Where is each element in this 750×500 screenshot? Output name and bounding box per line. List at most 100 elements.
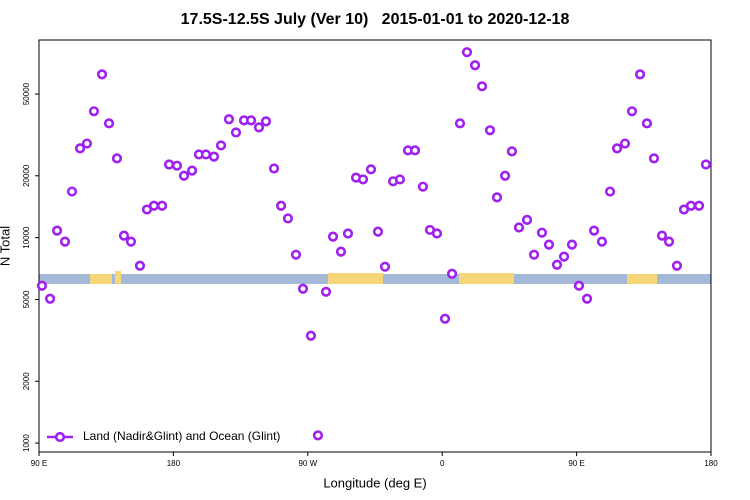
point [431, 228, 443, 239]
point [134, 260, 146, 271]
point [275, 200, 287, 211]
point [611, 143, 623, 154]
x-tick-label: 180 [167, 459, 181, 468]
point [253, 122, 265, 133]
point [215, 140, 227, 151]
point [685, 200, 697, 211]
point [521, 214, 533, 225]
land-patch [115, 271, 121, 284]
point [663, 236, 675, 247]
x-axis-title: Longitude (deg E) [323, 475, 426, 490]
point [268, 163, 280, 174]
point [379, 261, 391, 272]
legend-marker [54, 431, 66, 443]
land-patch [90, 274, 112, 284]
point [626, 106, 638, 117]
point [51, 225, 63, 236]
point [581, 293, 593, 304]
point [461, 47, 473, 58]
point [282, 213, 294, 224]
point [111, 153, 123, 164]
point [566, 239, 578, 250]
legend-label: Land (Nadir&Glint) and Ocean (Glint) [83, 429, 280, 443]
point [506, 146, 518, 157]
x-tick-label: 180 [704, 459, 718, 468]
point [499, 170, 511, 181]
point [619, 138, 631, 149]
point [290, 249, 302, 260]
point [604, 186, 616, 197]
chart-title: 17.5S-12.5S July (Ver 10) 2015-01-01 to … [181, 11, 570, 28]
land-patch [627, 274, 657, 284]
point [230, 127, 242, 138]
y-axis-title: N Total [0, 226, 12, 266]
point [641, 118, 653, 129]
point [223, 114, 235, 125]
land-patch [459, 273, 514, 284]
point [245, 115, 257, 126]
point [81, 138, 93, 149]
point [671, 260, 683, 271]
x-tick-label: 0 [440, 459, 445, 468]
point [44, 293, 56, 304]
x-tick-label: 90 E [568, 459, 584, 468]
point [200, 149, 212, 160]
point [417, 181, 429, 192]
legend: Land (Nadir&Glint) and Ocean (Glint) [47, 429, 280, 443]
point [103, 118, 115, 129]
point [596, 236, 608, 247]
point [297, 283, 309, 294]
point [693, 200, 705, 211]
land-patch [328, 273, 383, 284]
point [118, 230, 130, 241]
point [148, 200, 160, 211]
point [320, 286, 332, 297]
point [469, 60, 481, 71]
y-tick-label: 20000 [22, 164, 31, 187]
point [305, 330, 317, 341]
point [648, 153, 660, 164]
point [365, 164, 377, 175]
y-tick-label: 10000 [22, 226, 31, 249]
point [178, 170, 190, 181]
point [513, 222, 525, 233]
point [171, 160, 183, 171]
point [634, 69, 646, 80]
point [59, 236, 71, 247]
point [125, 236, 137, 247]
point [409, 145, 421, 156]
surface-strip [39, 271, 711, 284]
point [536, 227, 548, 238]
point [446, 268, 458, 279]
y-tick-label: 5000 [22, 290, 31, 308]
point [156, 200, 168, 211]
point [454, 118, 466, 129]
point [551, 259, 563, 270]
point [327, 231, 339, 242]
point [543, 239, 555, 250]
point [439, 313, 451, 324]
plot-frame [38, 39, 712, 453]
point [74, 143, 86, 154]
point [36, 280, 48, 291]
point [528, 249, 540, 260]
y-tick-label: 50000 [22, 82, 31, 105]
point [335, 246, 347, 257]
point [260, 116, 272, 127]
y-tick-label: 1000 [22, 434, 31, 452]
point [96, 69, 108, 80]
point [66, 186, 78, 197]
point [88, 106, 100, 117]
point [357, 174, 369, 185]
x-tick-label: 90 E [31, 459, 47, 468]
point [491, 192, 503, 203]
point [186, 165, 198, 176]
point [208, 151, 220, 162]
point [394, 174, 406, 185]
point [484, 125, 496, 136]
point [700, 159, 712, 170]
x-tick-label: 90 W [298, 459, 317, 468]
point [342, 228, 354, 239]
